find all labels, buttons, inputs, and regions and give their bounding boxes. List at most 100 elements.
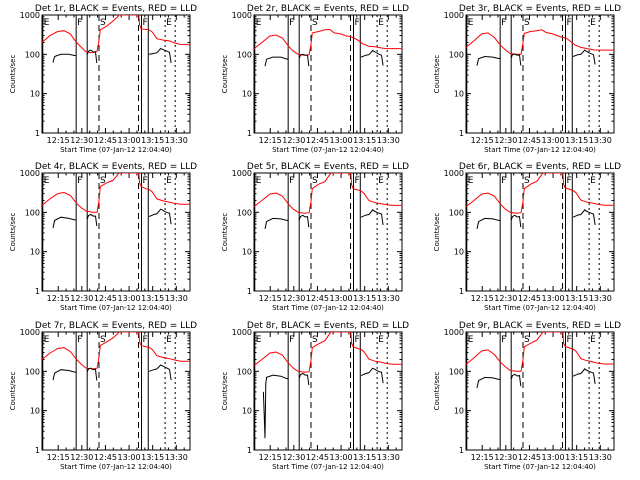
x-tick-label: 13:30 (589, 453, 612, 462)
x-tick-label: 13:15 (565, 453, 588, 462)
plot-area (466, 332, 614, 450)
panel-title: Det 6r, BLACK = Events, RED = LLD (459, 162, 621, 172)
lld-series-line (466, 173, 614, 214)
plot-frame (253, 14, 403, 134)
y-tick-label: 1000 (20, 11, 40, 20)
y-tick-label: 1 (459, 129, 464, 138)
y-tick-label: 1000 (444, 328, 464, 337)
x-tick-label: 12:30 (494, 453, 517, 462)
events-series-line (360, 209, 384, 225)
plot-frame (41, 172, 191, 292)
x-tick-label: 12:45 (94, 136, 117, 145)
marker-label-e: E (256, 18, 262, 28)
panel-title: Det 4r, BLACK = Events, RED = LLD (35, 162, 197, 172)
x-tick-label: 12:15 (47, 294, 70, 303)
y-tick-label: 1 (459, 446, 464, 455)
marker-label-f: F (501, 335, 506, 345)
x-tick-label: 13:15 (141, 136, 164, 145)
marker-label-s: S (100, 335, 106, 345)
y-tick-label: 10 (454, 248, 464, 257)
y-tick-label: 10 (30, 90, 40, 99)
y-axis-label: Counts/sec (221, 213, 229, 252)
x-axis-label: Start Time (07-Jan-12 12:04:40) (272, 463, 384, 471)
events-series-line (86, 49, 98, 64)
events-series-line (52, 216, 77, 229)
plot-frame (253, 172, 403, 292)
x-tick-label: 13:00 (542, 136, 565, 145)
marker-label-e: E (378, 18, 384, 28)
marker-label-f: F (77, 18, 82, 28)
detector-panel-8: Det 8r, BLACK = Events, RED = LLD 1 10 100 1… (221, 321, 409, 471)
x-tick-label: 12:30 (282, 136, 305, 145)
x-tick-label: 12:45 (94, 294, 117, 303)
events-series-line (572, 49, 596, 65)
y-tick-label: 1000 (20, 328, 40, 337)
events-series-line (52, 53, 76, 63)
detector-panel-6: Det 6r, BLACK = Events, RED = LLD 1 10 100 1… (433, 162, 621, 312)
x-tick-label: 13:00 (330, 453, 353, 462)
panel-title: Det 1r, BLACK = Events, RED = LLD (35, 4, 197, 14)
y-tick-label: 100 (449, 50, 464, 59)
y-tick-label: 1000 (444, 169, 464, 178)
marker-label-e: E (256, 176, 262, 186)
x-tick-label: 13:30 (165, 294, 188, 303)
marker-label-s: S (312, 176, 318, 186)
lld-series-line (42, 332, 190, 370)
events-series-line (149, 48, 172, 64)
x-tick-label: 12:45 (518, 136, 541, 145)
events-series-line (360, 367, 384, 384)
y-tick-label: 10 (454, 90, 464, 99)
x-tick-label: 13:15 (565, 294, 588, 303)
marker-label-f: F (289, 18, 294, 28)
x-tick-label: 12:30 (70, 136, 93, 145)
x-tick-label: 13:00 (330, 294, 353, 303)
x-tick-label: 12:45 (94, 453, 117, 462)
events-series-line (86, 213, 98, 227)
plot-area (466, 15, 614, 133)
y-tick-label: 1 (35, 446, 40, 455)
events-series-line (510, 373, 522, 387)
marker-label-f: F (567, 335, 572, 345)
marker-label-s: S (524, 176, 530, 186)
marker-label-f: F (289, 176, 294, 186)
y-axis-label: Counts/sec (433, 372, 441, 411)
marker-label-e: E (468, 335, 474, 345)
detector-panel-4: Det 4r, BLACK = Events, RED = LLD 1 10 100 1… (9, 162, 197, 312)
lld-series-line (466, 29, 614, 55)
detector-panel-1: Det 1r, BLACK = Events, RED = LLD 1 10 100 1… (9, 4, 197, 154)
y-tick-label: 10 (30, 248, 40, 257)
y-tick-label: 10 (30, 407, 40, 416)
x-tick-label: 13:30 (377, 136, 400, 145)
plot-frame (465, 331, 615, 451)
y-tick-label: 100 (25, 367, 40, 376)
x-tick-label: 12:30 (494, 294, 517, 303)
marker-label-s: S (100, 176, 106, 186)
panel-title: Det 2r, BLACK = Events, RED = LLD (247, 4, 409, 14)
events-series-line (52, 369, 77, 381)
panel-title: Det 8r, BLACK = Events, RED = LLD (247, 321, 409, 331)
x-axis-label: Start Time (07-Jan-12 12:04:40) (60, 304, 172, 312)
x-tick-label: 12:45 (306, 294, 329, 303)
marker-label-s: S (312, 18, 318, 28)
plot-area (42, 173, 190, 291)
x-axis-label: Start Time (07-Jan-12 12:04:40) (484, 304, 596, 312)
x-tick-label: 13:30 (377, 453, 400, 462)
events-series-line (572, 209, 596, 225)
x-tick-label: 12:15 (471, 136, 494, 145)
y-tick-label: 100 (237, 208, 252, 217)
events-series-line (86, 367, 98, 381)
events-series-line (476, 376, 501, 389)
y-tick-label: 1 (247, 446, 252, 455)
marker-label-e: E (44, 176, 50, 186)
panel-title: Det 7r, BLACK = Events, RED = LLD (35, 321, 197, 331)
marker-label-e: E (378, 335, 384, 345)
y-tick-label: 10 (242, 407, 252, 416)
panel-title: Det 3r, BLACK = Events, RED = LLD (459, 4, 621, 14)
marker-label-e: E (468, 18, 474, 28)
marker-label-f: F (567, 18, 572, 28)
marker-label-s: S (524, 335, 530, 345)
y-tick-label: 1 (35, 129, 40, 138)
x-tick-label: 13:30 (165, 453, 188, 462)
y-axis-label: Counts/sec (9, 55, 17, 94)
